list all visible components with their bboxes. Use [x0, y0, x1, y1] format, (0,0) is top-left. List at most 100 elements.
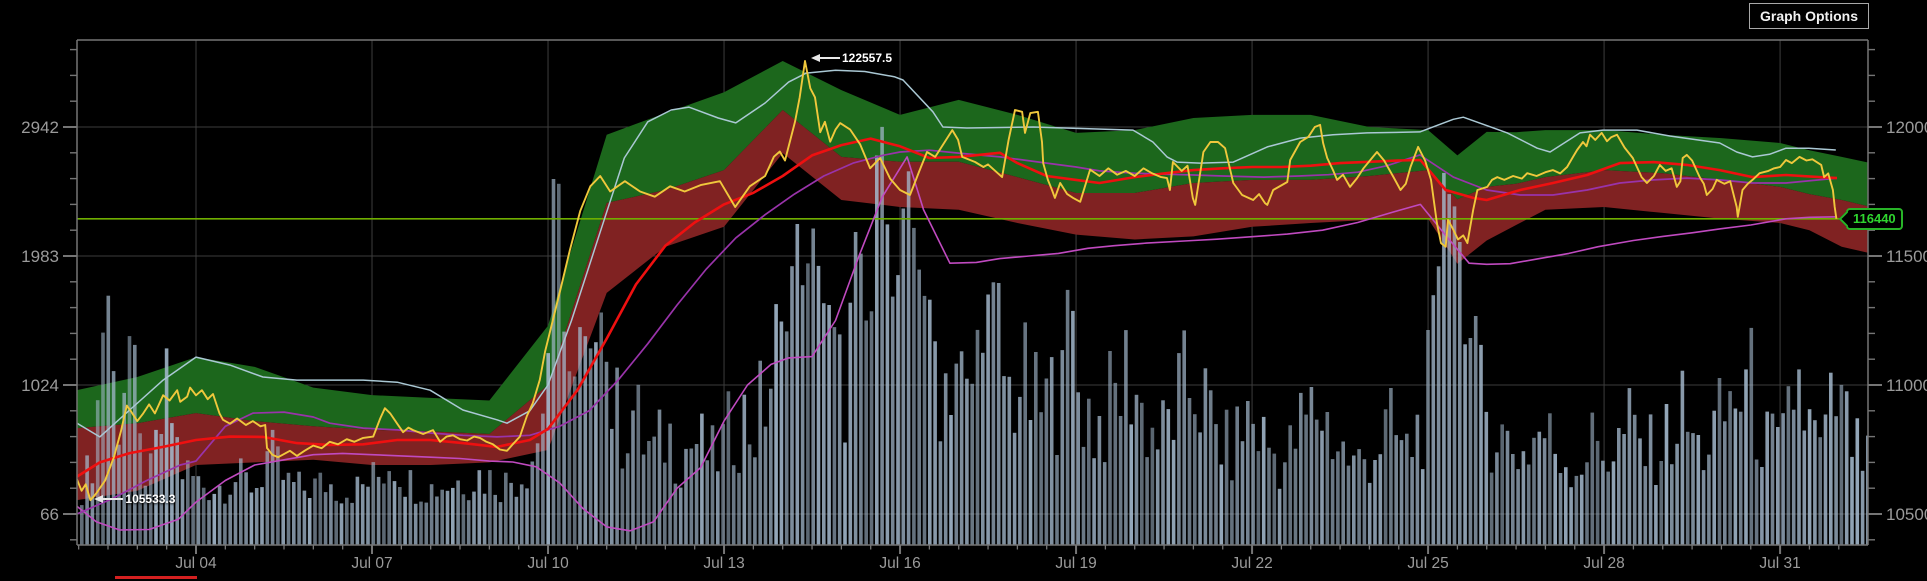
- volume-bar: [1140, 402, 1144, 545]
- volume-bar: [906, 171, 911, 545]
- volume-bar: [1611, 461, 1616, 545]
- volume-bar: [1304, 414, 1308, 545]
- volume-bar: [726, 391, 731, 545]
- volume-bar: [1314, 419, 1319, 545]
- volume-bar: [1309, 387, 1314, 545]
- volume-bar: [106, 295, 111, 545]
- volume-bar: [1383, 409, 1388, 545]
- volume-bar: [965, 378, 969, 545]
- volume-bar: [1065, 289, 1070, 545]
- volume-bar: [1776, 427, 1780, 545]
- volume-bar: [779, 321, 784, 545]
- volume-bar: [1272, 453, 1277, 545]
- volume-bar: [1595, 440, 1600, 545]
- volume-bar: [620, 468, 625, 545]
- volume-bar: [307, 498, 312, 545]
- volume-bar: [546, 353, 550, 545]
- volume-bar: [424, 502, 429, 545]
- volume-bar: [201, 487, 206, 545]
- volume-bar: [461, 494, 466, 545]
- volume-bar: [594, 342, 598, 545]
- volume-bar: [1177, 353, 1181, 545]
- volume-bar: [1548, 413, 1552, 545]
- volume-bar: [127, 336, 132, 545]
- volume-bar: [1617, 428, 1621, 545]
- price-axis-label: 120000: [1886, 118, 1927, 137]
- volume-bar: [1691, 433, 1695, 545]
- volume-bar: [1182, 330, 1186, 545]
- volume-bar: [1420, 469, 1425, 545]
- volume-bar: [742, 394, 747, 545]
- volume-bar: [1770, 413, 1775, 545]
- volume-bar: [313, 478, 317, 545]
- volume-bar: [233, 482, 238, 545]
- volume-bar: [1632, 414, 1637, 545]
- volume-bar: [1860, 470, 1865, 545]
- volume-bar: [1023, 322, 1027, 545]
- volume-bar: [943, 373, 948, 545]
- volume-bar: [382, 483, 386, 545]
- volume-bar: [1585, 462, 1589, 545]
- volume-axis-label: 66: [40, 505, 59, 524]
- volume-bar: [731, 465, 736, 545]
- volume-bar: [1118, 416, 1123, 545]
- volume-bar: [1738, 411, 1743, 545]
- volume-bar: [535, 443, 540, 545]
- volume-bar: [1251, 423, 1255, 545]
- volume-bar: [1224, 409, 1229, 545]
- volume-bar: [1235, 406, 1239, 545]
- volume-bar: [1505, 430, 1510, 545]
- volume-bar: [652, 436, 656, 545]
- volume-bar: [228, 494, 232, 545]
- volume-bar: [763, 426, 768, 545]
- volume-bar: [1399, 440, 1404, 545]
- volume-bar: [1781, 413, 1785, 545]
- volume-bar: [1839, 384, 1844, 545]
- volume-bar: [1198, 432, 1202, 545]
- volume-bar: [705, 460, 709, 545]
- volume-bar: [154, 429, 158, 545]
- volume-bar: [975, 329, 980, 545]
- volume-bar: [959, 351, 964, 545]
- volume-bar: [1431, 295, 1436, 545]
- volume-bar: [822, 303, 826, 545]
- volume-bar: [1850, 456, 1854, 545]
- volume-bar: [1346, 465, 1351, 545]
- volume-bar: [472, 491, 476, 545]
- volume-bar: [1744, 369, 1748, 545]
- volume-bar: [408, 470, 413, 545]
- volume-bar: [239, 458, 243, 545]
- volume-bar: [1081, 446, 1086, 545]
- volume-bar: [790, 266, 794, 545]
- volume-bar: [392, 481, 397, 545]
- high-price-annotation: 122557.5: [810, 51, 892, 65]
- volume-bar: [1521, 451, 1526, 545]
- volume-bar: [254, 488, 259, 545]
- volume-bar: [1277, 488, 1282, 545]
- volume-bar: [1113, 382, 1118, 545]
- volume-bar: [1330, 459, 1335, 545]
- volume-bar: [376, 476, 381, 545]
- volume-bar: [716, 471, 720, 545]
- volume-bar: [398, 487, 402, 545]
- volume-bar: [567, 371, 572, 545]
- volume-bar: [1415, 414, 1420, 545]
- volume-bar: [784, 331, 789, 545]
- volume-bar: [1071, 310, 1075, 545]
- volume-bar: [514, 496, 519, 545]
- volume-bar: [101, 332, 105, 545]
- volume-bar: [1261, 416, 1266, 545]
- volume-bar: [721, 424, 725, 545]
- volume-bar: [1500, 424, 1504, 545]
- volume-bar: [843, 442, 847, 545]
- volume-bar: [747, 444, 752, 545]
- volume-bar: [1193, 414, 1197, 545]
- volume-bar: [737, 472, 741, 545]
- volume-bar: [1336, 451, 1340, 545]
- graph-options-button[interactable]: Graph Options: [1749, 3, 1869, 29]
- volume-bar: [1039, 412, 1043, 545]
- volume-bar: [684, 448, 688, 545]
- volume-bar: [753, 457, 757, 545]
- volume-bar: [355, 476, 360, 545]
- lower-band-line: [77, 156, 1837, 532]
